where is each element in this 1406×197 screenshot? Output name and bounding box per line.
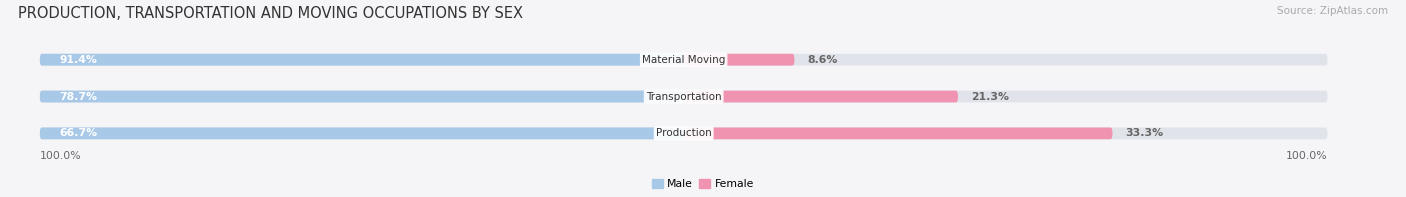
- FancyBboxPatch shape: [39, 54, 1327, 66]
- FancyBboxPatch shape: [683, 127, 1112, 139]
- FancyBboxPatch shape: [39, 91, 1327, 102]
- Text: PRODUCTION, TRANSPORTATION AND MOVING OCCUPATIONS BY SEX: PRODUCTION, TRANSPORTATION AND MOVING OC…: [18, 6, 523, 21]
- Text: 21.3%: 21.3%: [972, 92, 1010, 101]
- FancyBboxPatch shape: [39, 127, 683, 139]
- Text: 33.3%: 33.3%: [1125, 128, 1164, 138]
- FancyBboxPatch shape: [683, 91, 957, 102]
- FancyBboxPatch shape: [683, 54, 794, 66]
- Legend: Male, Female: Male, Female: [650, 177, 756, 192]
- FancyBboxPatch shape: [39, 127, 1327, 139]
- Text: 100.0%: 100.0%: [1286, 151, 1327, 161]
- Text: 66.7%: 66.7%: [59, 128, 97, 138]
- FancyBboxPatch shape: [39, 54, 683, 66]
- Text: Material Moving: Material Moving: [643, 55, 725, 65]
- Text: Transportation: Transportation: [645, 92, 721, 101]
- Text: 91.4%: 91.4%: [59, 55, 97, 65]
- FancyBboxPatch shape: [39, 91, 683, 102]
- Text: 8.6%: 8.6%: [807, 55, 838, 65]
- Text: Source: ZipAtlas.com: Source: ZipAtlas.com: [1277, 6, 1388, 16]
- Text: Production: Production: [655, 128, 711, 138]
- Text: 78.7%: 78.7%: [59, 92, 97, 101]
- Text: 100.0%: 100.0%: [39, 151, 82, 161]
